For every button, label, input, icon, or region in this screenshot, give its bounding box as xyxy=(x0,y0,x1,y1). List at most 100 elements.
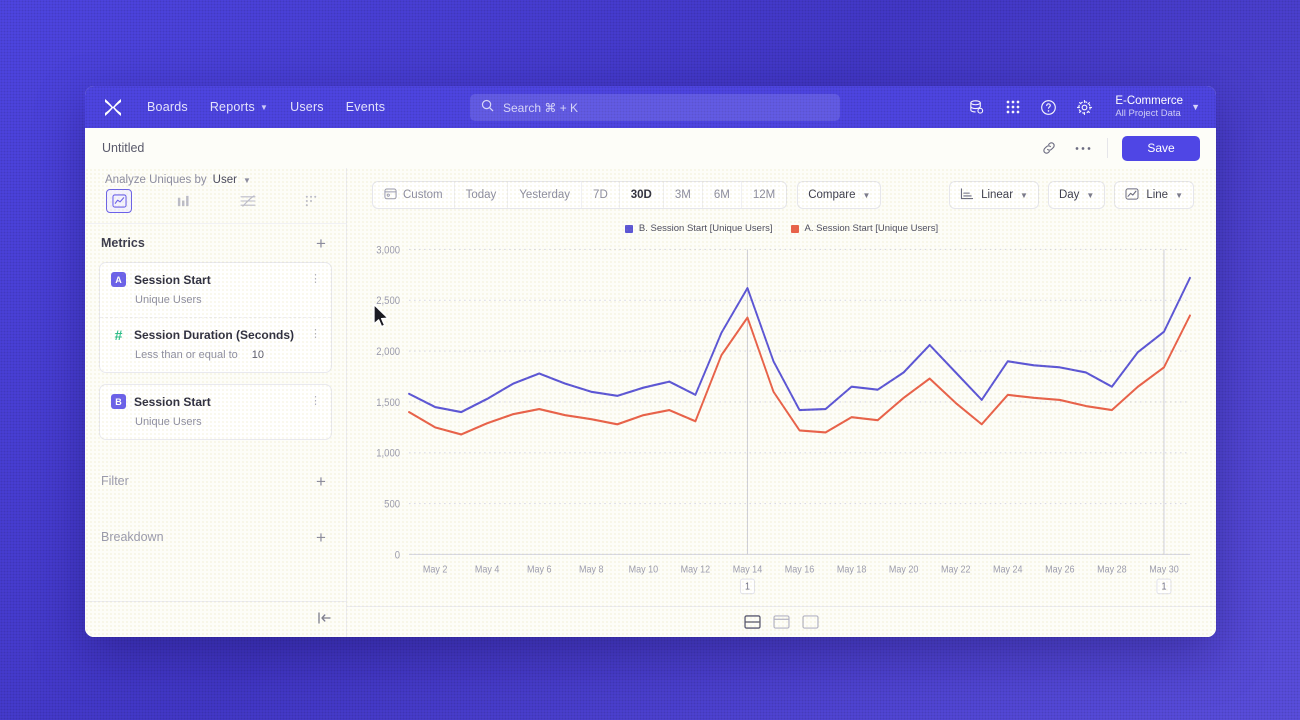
nav-item-users[interactable]: Users xyxy=(290,100,324,114)
chart-legend: B. Session Start [Unique Users] A. Sessi… xyxy=(347,223,1216,234)
metric-badge-b: B xyxy=(111,394,126,409)
add-filter-button[interactable]: + xyxy=(316,471,326,491)
trend-chart-tab[interactable] xyxy=(87,184,151,218)
granularity-dropdown[interactable]: Day ▼ xyxy=(1047,181,1106,209)
granularity-label: Day xyxy=(1058,189,1080,201)
metric-name: Session Start xyxy=(134,272,211,287)
nav-item-boards[interactable]: Boards xyxy=(147,100,188,114)
link-icon[interactable] xyxy=(1039,138,1059,158)
metric-condition-row: Less than or equal to 10 xyxy=(111,349,320,361)
bar-chart-tab[interactable] xyxy=(151,184,215,218)
metric-card-a-header: A Session Start ⋮ xyxy=(111,272,321,287)
metric-card-b[interactable]: B Session Start ⋮ Unique Users xyxy=(100,385,331,439)
date-range-segmented-control: Custom Today Yesterday 7D 30D 3M 6M 12M xyxy=(372,181,788,209)
search-placeholder: Search ⌘ + K xyxy=(503,100,579,115)
add-breakdown-button[interactable]: + xyxy=(316,527,326,547)
svg-text:2,500: 2,500 xyxy=(376,296,400,308)
nav-item-reports[interactable]: Reports ▼ xyxy=(210,100,268,114)
layout-single-icon[interactable] xyxy=(802,615,820,630)
svg-text:May 8: May 8 xyxy=(579,564,603,576)
sidebar-footer xyxy=(85,601,346,637)
svg-text:May 4: May 4 xyxy=(475,564,500,576)
analyze-prefix: Analyze Uniques by xyxy=(105,174,207,186)
help-circle-icon[interactable] xyxy=(1039,98,1058,117)
nav-item-events-label: Events xyxy=(345,100,386,114)
layout-split-icon[interactable] xyxy=(744,615,762,630)
x-logo-icon[interactable] xyxy=(101,96,125,118)
legend-swatch xyxy=(624,224,633,233)
line-chart-icon xyxy=(1125,187,1139,203)
svg-text:May 22: May 22 xyxy=(941,564,970,576)
range-today[interactable]: Today xyxy=(455,182,509,208)
chevron-down-icon: ▼ xyxy=(259,102,269,112)
metrics-title: Metrics xyxy=(101,236,145,250)
chart-options: Linear ▼ Day ▼ Line ▼ xyxy=(949,181,1194,209)
database-icon[interactable] xyxy=(967,98,986,117)
compare-dropdown[interactable]: Compare ▼ xyxy=(797,181,882,209)
metric-options-icon[interactable]: ⋮ xyxy=(310,328,321,340)
metric-group: A Session Start ⋮ Unique Users # Session… xyxy=(99,262,332,373)
workspace: Metrics + A Session Start ⋮ Unique Users xyxy=(85,168,1216,637)
nav-item-reports-label: Reports xyxy=(209,100,255,114)
retention-dots-tab[interactable] xyxy=(280,184,344,218)
save-button[interactable]: Save xyxy=(1122,135,1200,161)
funnel-tab[interactable] xyxy=(216,184,280,218)
chart-type-dropdown[interactable]: Line ▼ xyxy=(1114,181,1194,209)
breakdown-section-header: Breakdown + xyxy=(85,518,346,556)
trend-chart-icon xyxy=(106,188,133,213)
range-3m[interactable]: 3M xyxy=(664,182,703,208)
left-sidebar: Metrics + A Session Start ⋮ Unique Users xyxy=(85,168,347,637)
metric-card-duration[interactable]: # Session Duration (Seconds) ⋮ Less than… xyxy=(100,317,331,372)
scale-dropdown[interactable]: Linear ▼ xyxy=(949,181,1039,209)
linear-axis-icon xyxy=(960,187,974,203)
legend-item-series-a[interactable]: A. Session Start [Unique Users] xyxy=(790,223,939,234)
svg-text:May 10: May 10 xyxy=(629,564,658,576)
range-6m[interactable]: 6M xyxy=(703,182,742,208)
range-6m-label: 6M xyxy=(713,189,730,201)
range-7d[interactable]: 7D xyxy=(582,182,620,208)
analyze-value[interactable]: User xyxy=(212,174,237,186)
page-title[interactable]: Untitled xyxy=(102,141,145,155)
layout-top-icon[interactable] xyxy=(773,615,791,630)
chart-toolbar: Custom Today Yesterday 7D 30D 3M 6M 12M … xyxy=(347,168,1216,209)
search-icon xyxy=(481,99,494,117)
svg-text:May 18: May 18 xyxy=(837,564,866,576)
chevron-down-icon: ▼ xyxy=(242,175,251,185)
analysis-mode-tabs xyxy=(85,178,346,224)
range-30d-label: 30D xyxy=(630,189,652,201)
line-chart[interactable]: 0 500 1,000 1,500 2,000 2,500 3,000 1 1 May 2 May … xyxy=(361,236,1202,606)
svg-text:2,000: 2,000 xyxy=(376,347,400,359)
add-metric-button[interactable]: + xyxy=(316,233,326,253)
metric-options-icon[interactable]: ⋮ xyxy=(310,395,321,407)
project-subtitle: All Project Data xyxy=(1115,107,1181,119)
calendar-icon xyxy=(384,187,397,203)
project-selector[interactable]: E-Commerce All Project Data ▼ xyxy=(1115,95,1200,120)
range-custom[interactable]: Custom xyxy=(373,182,455,208)
nav-item-events[interactable]: Events xyxy=(346,100,385,114)
gear-icon[interactable] xyxy=(1075,98,1094,117)
range-12m[interactable]: 12M xyxy=(742,182,786,208)
metric-card-a[interactable]: A Session Start ⋮ Unique Users xyxy=(100,263,331,317)
range-30d[interactable]: 30D xyxy=(620,182,664,208)
legend-item-series-b[interactable]: B. Session Start [Unique Users] xyxy=(624,223,773,234)
metrics-section-header: Metrics + xyxy=(85,224,346,262)
more-horizontal-icon[interactable] xyxy=(1073,138,1093,158)
bar-chart-icon xyxy=(170,189,196,213)
top-navigation-bar: Boards Reports ▼ Users Events Search ⌘ +… xyxy=(85,86,1216,128)
range-yesterday[interactable]: Yesterday xyxy=(508,182,583,208)
apps-grid-icon[interactable] xyxy=(1003,98,1022,117)
report-header-actions: Save xyxy=(1039,135,1200,161)
filter-section-header: Filter + xyxy=(85,462,346,500)
metric-card-b-header: B Session Start ⋮ xyxy=(111,394,321,409)
metric-options-icon[interactable]: ⋮ xyxy=(310,273,321,285)
svg-text:0: 0 xyxy=(395,550,401,562)
chart-plot-area[interactable]: 0 500 1,000 1,500 2,000 2,500 3,000 1 1 May 2 May … xyxy=(347,234,1216,606)
metric-condition-value[interactable]: 10 xyxy=(251,349,264,361)
collapse-panel-icon[interactable] xyxy=(318,612,332,627)
search-input[interactable]: Search ⌘ + K xyxy=(470,94,840,121)
range-custom-label: Custom xyxy=(403,189,443,201)
legend-label: A. Session Start [Unique Users] xyxy=(804,223,939,234)
chevron-down-icon: ▼ xyxy=(1086,190,1095,200)
svg-text:500: 500 xyxy=(384,499,400,511)
funnel-flow-icon xyxy=(235,189,261,213)
